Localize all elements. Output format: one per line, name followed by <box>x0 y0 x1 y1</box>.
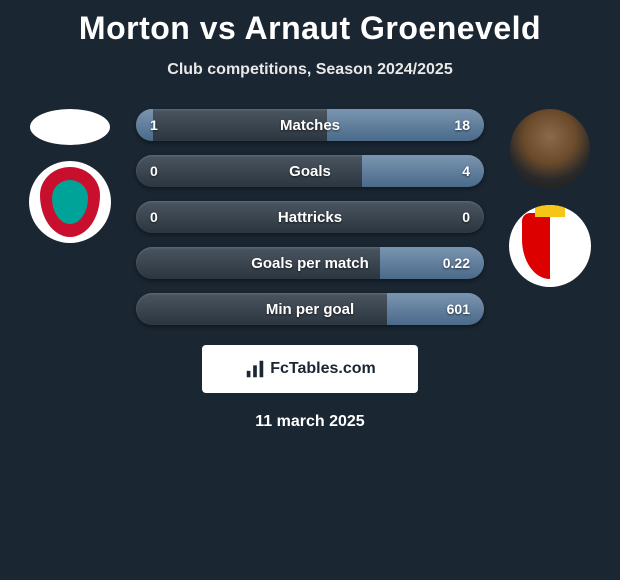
stat-right-value: 4 <box>462 163 470 179</box>
stat-right-value: 0.22 <box>443 255 470 271</box>
right-column <box>490 109 610 287</box>
stat-right-value: 0 <box>462 209 470 225</box>
stat-bar: Goals per match0.22 <box>136 247 484 279</box>
bar-chart-icon <box>244 358 266 380</box>
comparison-content: 1Matches180Goals40Hattricks0Goals per ma… <box>0 109 620 325</box>
left-player-avatar <box>30 109 110 145</box>
stat-bar: 0Hattricks0 <box>136 201 484 233</box>
stat-bar: 1Matches18 <box>136 109 484 141</box>
player-face-icon <box>510 109 590 189</box>
stat-bars: 1Matches180Goals40Hattricks0Goals per ma… <box>130 109 490 325</box>
left-club-crest <box>29 161 111 243</box>
stat-label: Goals <box>136 163 484 180</box>
date-label: 11 march 2025 <box>0 413 620 431</box>
branding-text: FcTables.com <box>270 360 376 378</box>
right-club-crest <box>509 205 591 287</box>
stat-right-value: 601 <box>447 301 470 317</box>
left-column <box>10 109 130 243</box>
liverpool-crest-icon <box>40 167 100 237</box>
stat-label: Goals per match <box>136 255 484 272</box>
stat-bar: Min per goal601 <box>136 293 484 325</box>
page-title: Morton vs Arnaut Groeneveld <box>0 0 620 47</box>
stat-label: Hattricks <box>136 209 484 226</box>
right-player-avatar <box>510 109 590 189</box>
branding-box: FcTables.com <box>202 345 418 393</box>
stat-bar: 0Goals4 <box>136 155 484 187</box>
stat-right-value: 18 <box>454 117 470 133</box>
page-subtitle: Club competitions, Season 2024/2025 <box>0 61 620 79</box>
stat-label: Matches <box>136 117 484 134</box>
stat-label: Min per goal <box>136 301 484 318</box>
girona-crest-icon <box>522 213 578 279</box>
